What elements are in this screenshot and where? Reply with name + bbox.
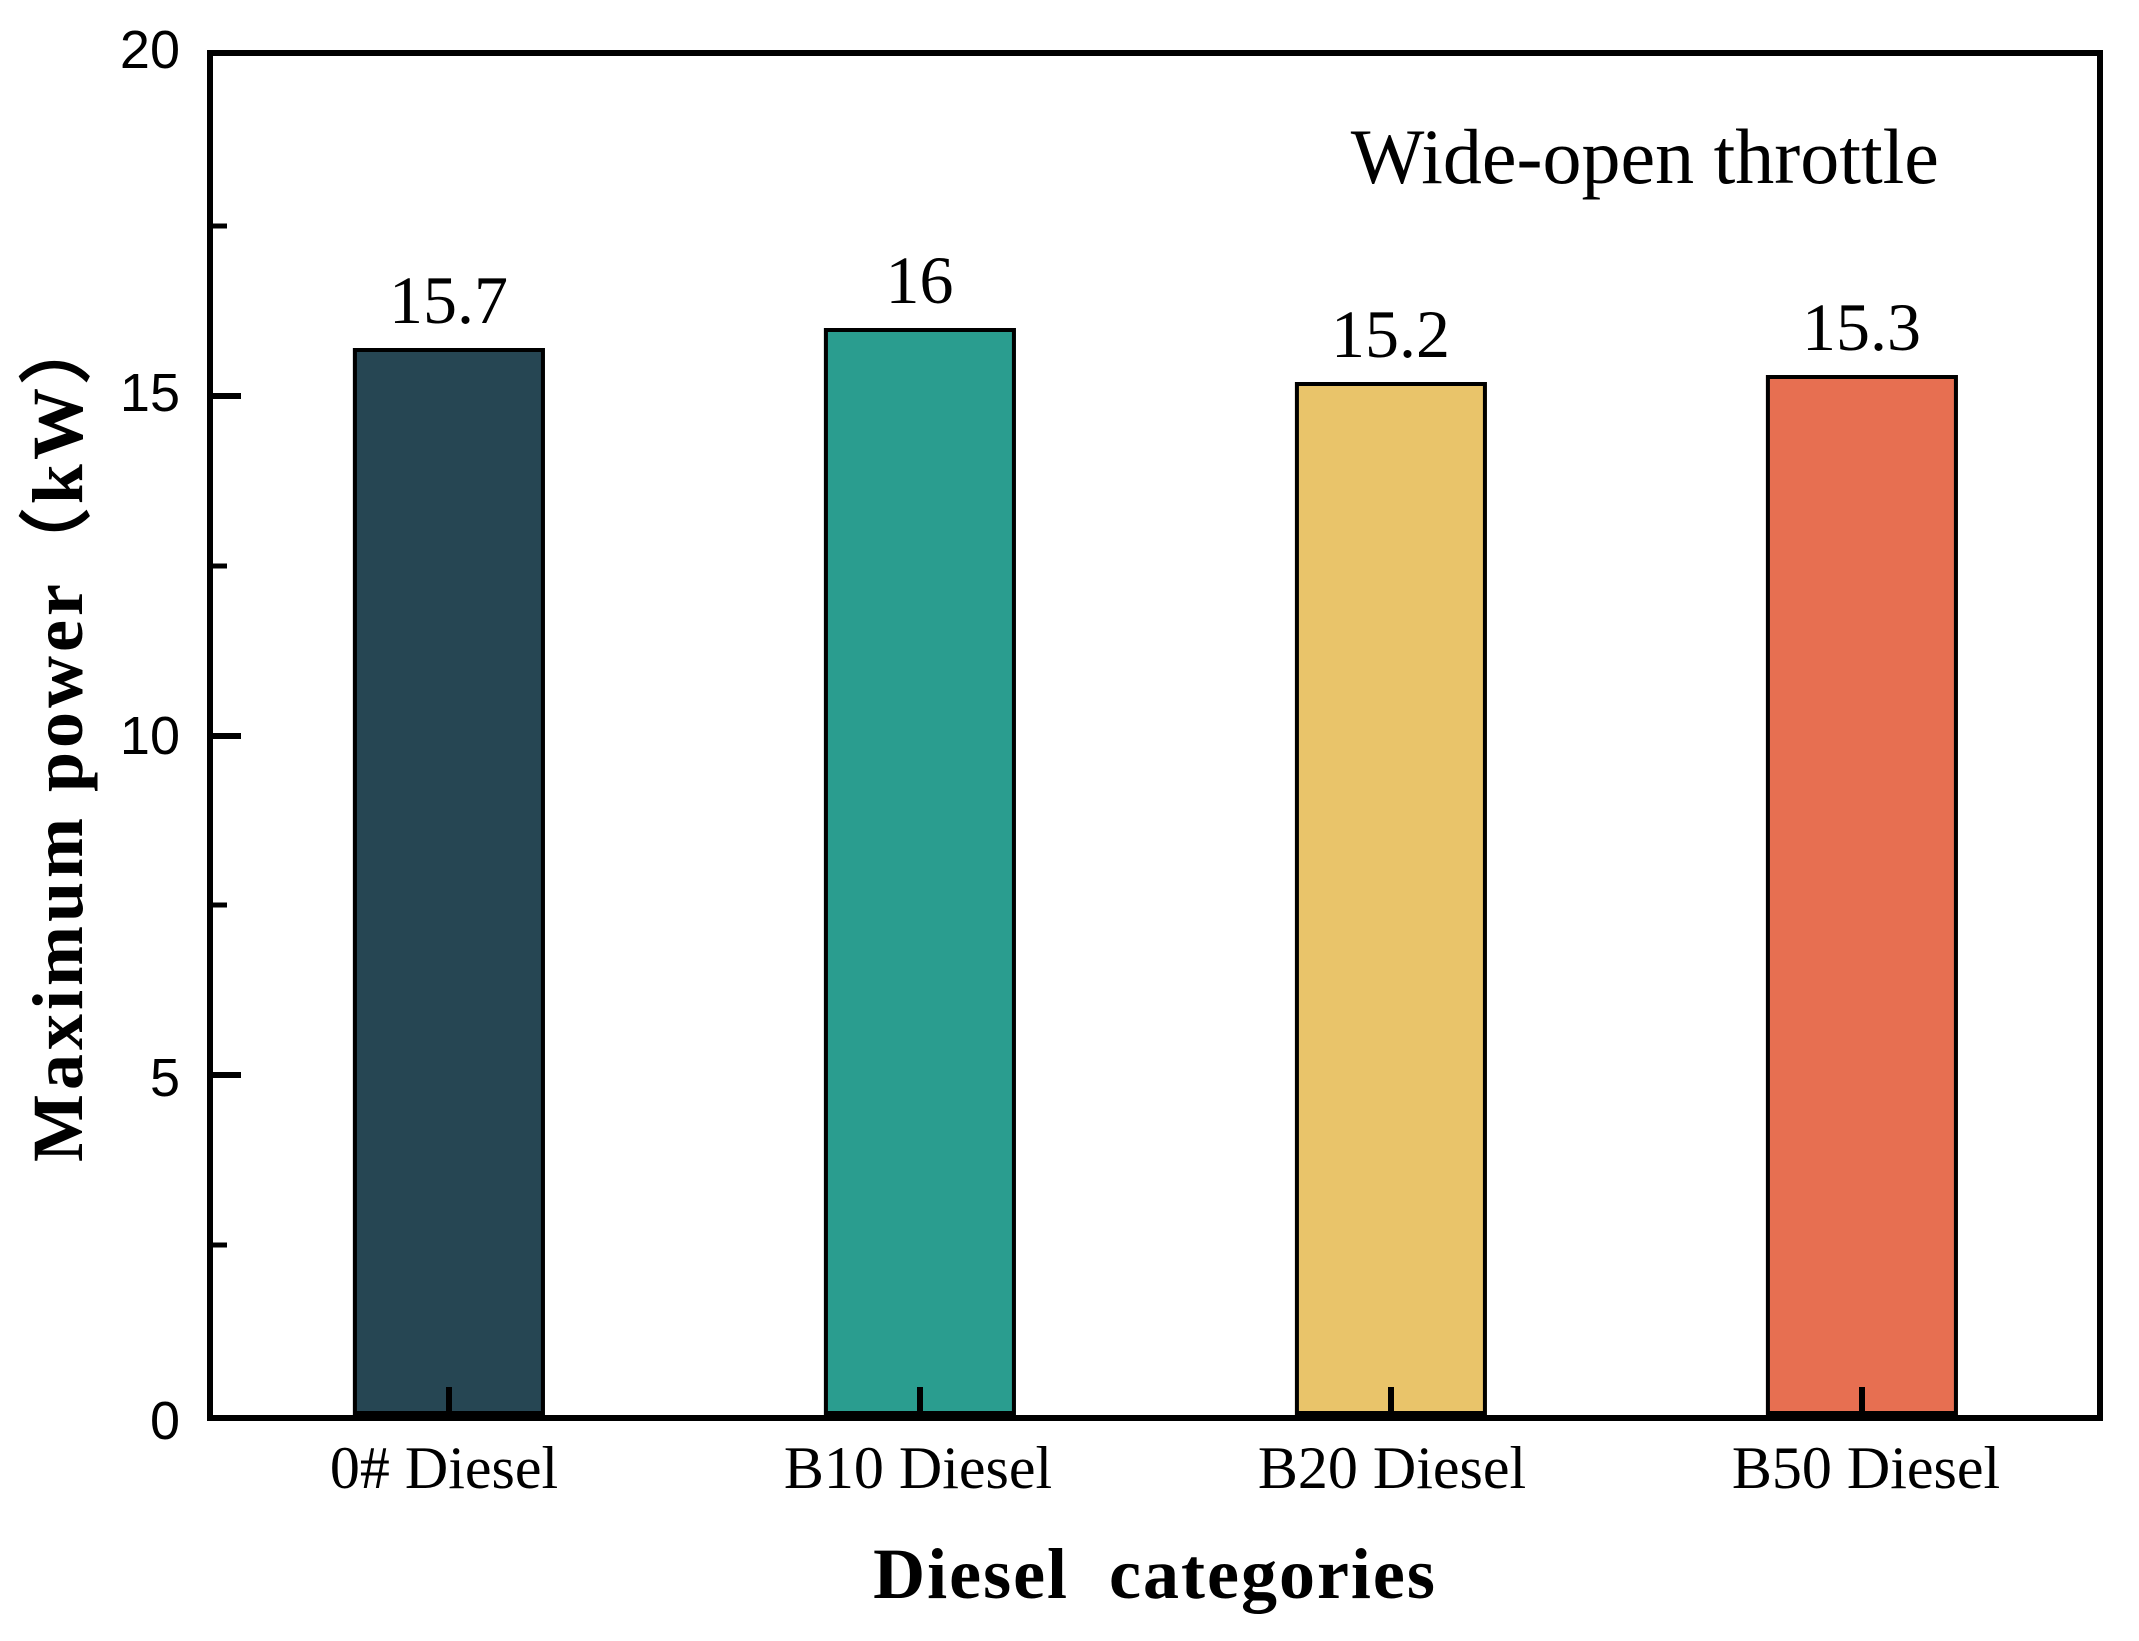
bar-value-label: 15.7 [389, 262, 508, 339]
annotation-wide-open-throttle: Wide-open throttle [1350, 113, 1939, 200]
x-tick [1858, 1387, 1865, 1415]
y-minor-tick [213, 902, 227, 908]
y-minor-tick [213, 1242, 227, 1248]
y-tick-label: 5 [149, 1048, 180, 1109]
bar-value-label: 16 [885, 241, 954, 318]
x-tick-label: 0# Diesel [329, 1435, 559, 1501]
x-tick [445, 1387, 452, 1415]
plot-area: Wide-open throttle 15.7 16 15.2 15.3 [207, 50, 2103, 1421]
y-minor-tick [213, 563, 227, 569]
plot-inner: Wide-open throttle 15.7 16 15.2 15.3 [213, 56, 2097, 1415]
y-tick-label: 10 [119, 705, 180, 766]
x-tick [1387, 1387, 1394, 1415]
y-tick-label: 20 [119, 20, 180, 80]
bar-b10-diesel [823, 327, 1016, 1415]
y-tick-label: 15 [119, 362, 180, 423]
x-tick-label: B50 Diesel [1731, 1435, 2001, 1501]
y-minor-tick [213, 223, 227, 229]
bar-b50-diesel [1765, 375, 1958, 1415]
x-tick [916, 1387, 923, 1415]
bar-value-label: 15.2 [1331, 296, 1450, 373]
y-major-tick [213, 392, 241, 399]
y-major-tick [213, 732, 241, 739]
y-tick-label: 0 [149, 1391, 180, 1451]
x-axis-title: Diesel categories [873, 1534, 1437, 1614]
x-tick-label: B20 Diesel [1257, 1435, 1527, 1501]
y-major-tick [213, 1072, 241, 1079]
x-tick-label: B10 Diesel [783, 1435, 1053, 1501]
bar-0-diesel [352, 348, 545, 1415]
bar-value-label: 15.3 [1802, 289, 1921, 366]
bar-b20-diesel [1294, 382, 1487, 1415]
